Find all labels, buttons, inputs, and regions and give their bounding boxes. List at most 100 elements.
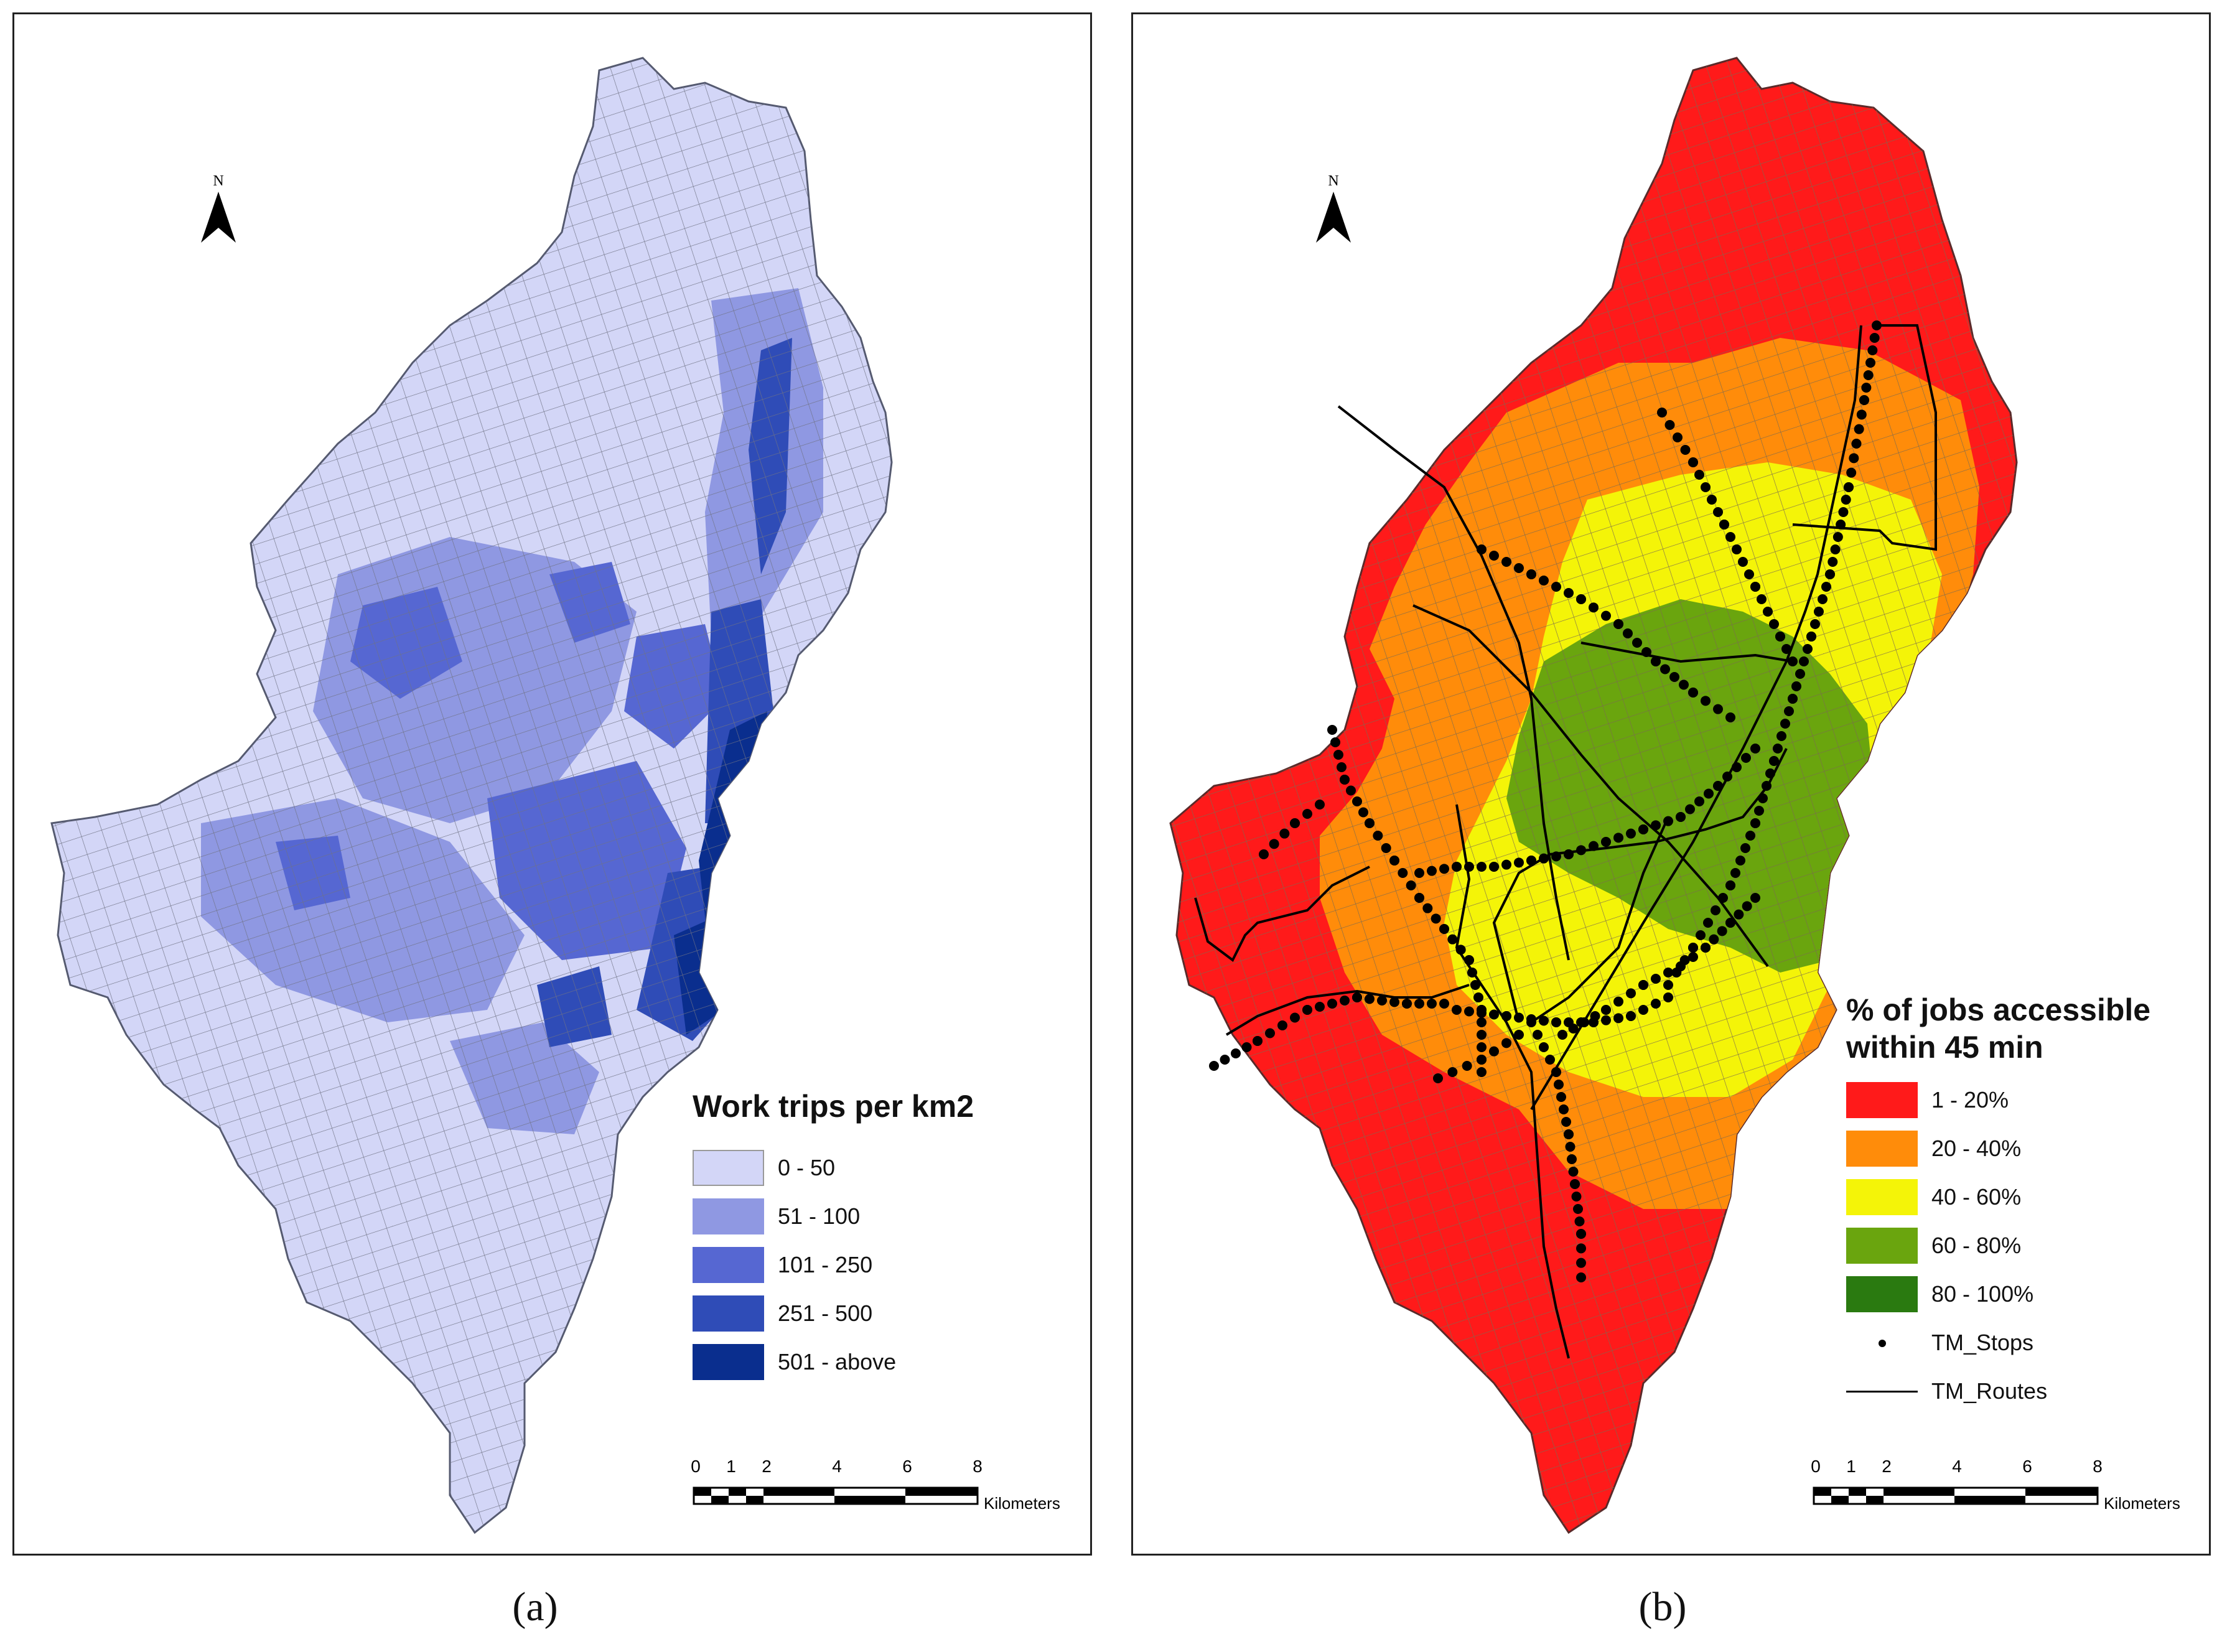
tm-stop [1464, 862, 1474, 872]
tm-stop [1836, 520, 1846, 530]
caption-a: (a) [512, 1584, 558, 1630]
tm-stop [1694, 470, 1704, 480]
tm-stop [1754, 806, 1764, 816]
north-arrow-icon [201, 192, 236, 243]
tm-stop [1477, 1067, 1487, 1077]
north-label: N [213, 173, 224, 189]
tm-stop [1735, 856, 1745, 866]
tm-stop [1696, 930, 1706, 940]
tm-stop [1701, 696, 1711, 706]
tm-stop [1763, 607, 1773, 617]
tm-stop [1838, 507, 1849, 517]
route-line-symbol [1846, 1373, 1918, 1409]
tm-stop [1389, 997, 1399, 1007]
tm-stop [1846, 467, 1857, 478]
tm-stop [1452, 862, 1462, 872]
tm-stop [1501, 859, 1511, 870]
tm-stop [1447, 934, 1458, 945]
tm-stop [1333, 750, 1343, 760]
tm-stop [1422, 903, 1433, 913]
tm-stop [1514, 1030, 1524, 1040]
tm-stop [1590, 1011, 1600, 1021]
tm-stop [1757, 594, 1767, 604]
tm-stop [1663, 816, 1673, 826]
tm-stop [1414, 999, 1424, 1009]
tm-stop [1863, 370, 1874, 380]
scale-tick-label: 0 [1811, 1457, 1821, 1476]
scale-tick-label: 1 [1846, 1457, 1856, 1476]
tm-stop [1302, 1005, 1312, 1015]
tm-stop [1651, 820, 1661, 831]
tm-stop [1814, 607, 1824, 617]
tm-stop [1477, 1042, 1487, 1052]
tm-stop [1573, 1204, 1583, 1214]
legend-swatch [693, 1247, 764, 1283]
tm-stop [1568, 1167, 1579, 1177]
tm-stop [1315, 800, 1325, 810]
tm-stop [1589, 841, 1599, 851]
tm-stop [1464, 955, 1474, 965]
tm-stop [1713, 507, 1723, 517]
tm-stop [1688, 457, 1698, 467]
tm-stop [1861, 383, 1872, 393]
tm-stop [1433, 1073, 1443, 1083]
tm-stop [1741, 753, 1751, 763]
tm-stop [1638, 1005, 1648, 1015]
tm-stop [1867, 345, 1878, 355]
tm-stop [1470, 980, 1480, 990]
tm-stop [1713, 781, 1723, 791]
legend-title: Work trips per km2 [693, 1089, 974, 1124]
tm-stop [1673, 432, 1683, 442]
caption-b: (b) [1638, 1584, 1687, 1630]
tm-stop [1389, 856, 1399, 866]
tm-stops [1209, 320, 1882, 1282]
scale-tick-label: 4 [1952, 1457, 1962, 1476]
legend-label: 40 - 60% [1931, 1184, 2022, 1210]
tm-stop [1477, 1008, 1487, 1018]
tm-stop [1576, 1258, 1586, 1268]
tm-stop [1830, 544, 1841, 554]
legend-swatch [1846, 1276, 1918, 1312]
tm-stop [1701, 482, 1711, 492]
tm-stop [1632, 638, 1642, 648]
tm-routes [1194, 324, 1937, 1359]
tm-stop [1730, 868, 1740, 878]
legend-label: TM_Stops [1931, 1330, 2034, 1355]
legend-item: 51 - 100 [693, 1192, 974, 1241]
tm-stop [1711, 905, 1720, 915]
tm-stop [1851, 439, 1862, 449]
legend-label: 501 - above [778, 1349, 897, 1374]
tm-stop [1567, 1154, 1577, 1164]
tm-stop [1557, 1030, 1567, 1040]
tm-stop [1259, 849, 1269, 859]
tm-stop [1856, 409, 1867, 420]
tm-stop [1818, 594, 1828, 604]
tm-stop [1688, 943, 1698, 953]
scale-tick-label: 8 [973, 1457, 983, 1476]
legend-label: TM_Routes [1931, 1378, 2048, 1404]
tm-stop [1302, 809, 1312, 819]
legend-swatch [693, 1295, 764, 1332]
tm-stop [1427, 999, 1437, 1009]
tm-stop [1703, 918, 1713, 928]
tm-stop [1290, 1012, 1300, 1023]
north-arrow: N [1315, 173, 1352, 248]
tm-stop [1601, 1005, 1611, 1015]
scale-tick-label: 8 [2093, 1457, 2103, 1476]
tm-stop [1327, 725, 1337, 735]
tm-stop [1576, 1229, 1586, 1239]
legend-swatch [1846, 1179, 1918, 1215]
scale-tick-label: 6 [902, 1457, 912, 1476]
scale-tick-label: 0 [691, 1457, 701, 1476]
tm-stop [1613, 1013, 1623, 1024]
tm-stop [1501, 1038, 1511, 1048]
tm-stop [1663, 980, 1673, 990]
tm-stop [1570, 1179, 1580, 1189]
tm-stop [1663, 968, 1673, 978]
tm-stop [1821, 582, 1831, 592]
legend-label: 80 - 100% [1931, 1281, 2034, 1307]
tm-stop [1526, 856, 1536, 866]
legend-swatch [1846, 1082, 1918, 1118]
tm-stop [1663, 992, 1673, 1002]
scale-bar-graphic [693, 1486, 979, 1505]
